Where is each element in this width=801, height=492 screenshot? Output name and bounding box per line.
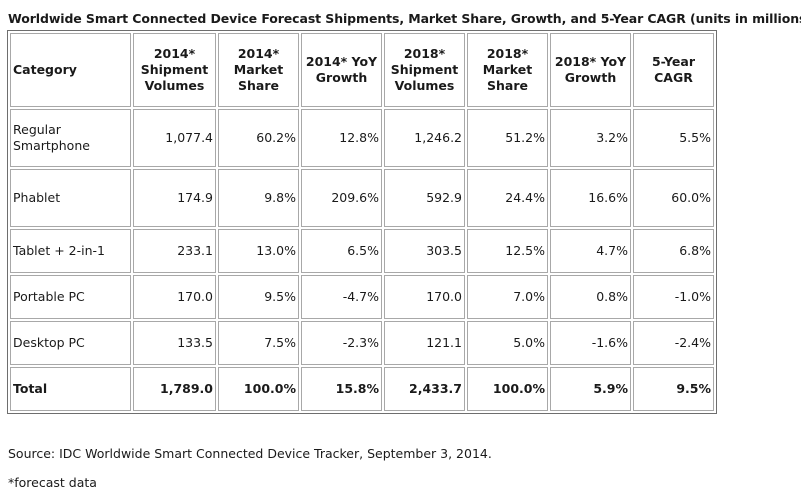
header-cell: 2018* YoY Growth: [550, 33, 631, 107]
value-cell: 170.0: [133, 275, 216, 319]
value-cell: 13.0%: [218, 229, 299, 273]
value-cell: 12.5%: [467, 229, 548, 273]
category-cell: Desktop PC: [10, 321, 131, 365]
header-cell: Category: [10, 33, 131, 107]
header-cell: 2014* Shipment Volumes: [133, 33, 216, 107]
value-cell: 209.6%: [301, 169, 382, 227]
value-cell: 15.8%: [301, 367, 382, 411]
value-cell: -1.6%: [550, 321, 631, 365]
value-cell: 174.9: [133, 169, 216, 227]
value-cell: 5.0%: [467, 321, 548, 365]
value-cell: -1.0%: [633, 275, 714, 319]
category-cell: Phablet: [10, 169, 131, 227]
value-cell: 133.5: [133, 321, 216, 365]
total-row: Total 1,789.0 100.0% 15.8% 2,433.7 100.0…: [10, 367, 714, 411]
value-cell: 1,789.0: [133, 367, 216, 411]
value-cell: 592.9: [384, 169, 465, 227]
table-title: Worldwide Smart Connected Device Forecas…: [8, 11, 801, 26]
table-row: Regular Smartphone 1,077.4 60.2% 12.8% 1…: [10, 109, 714, 167]
value-cell: 60.0%: [633, 169, 714, 227]
category-cell: Regular Smartphone: [10, 109, 131, 167]
header-cell: 5-Year CAGR: [633, 33, 714, 107]
value-cell: 233.1: [133, 229, 216, 273]
value-cell: 16.6%: [550, 169, 631, 227]
table-row: Portable PC 170.0 9.5% -4.7% 170.0 7.0% …: [10, 275, 714, 319]
header-cell: 2014* YoY Growth: [301, 33, 382, 107]
value-cell: 24.4%: [467, 169, 548, 227]
value-cell: 7.0%: [467, 275, 548, 319]
value-cell: 6.8%: [633, 229, 714, 273]
value-cell: 2,433.7: [384, 367, 465, 411]
value-cell: 9.5%: [218, 275, 299, 319]
value-cell: 1,077.4: [133, 109, 216, 167]
header-row: Category 2014* Shipment Volumes 2014* Ma…: [10, 33, 714, 107]
value-cell: 12.8%: [301, 109, 382, 167]
value-cell: 121.1: [384, 321, 465, 365]
value-cell: 100.0%: [467, 367, 548, 411]
value-cell: 6.5%: [301, 229, 382, 273]
category-cell: Tablet + 2-in-1: [10, 229, 131, 273]
value-cell: 3.2%: [550, 109, 631, 167]
value-cell: 1,246.2: [384, 109, 465, 167]
value-cell: -4.7%: [301, 275, 382, 319]
category-cell: Total: [10, 367, 131, 411]
value-cell: 100.0%: [218, 367, 299, 411]
value-cell: 170.0: [384, 275, 465, 319]
table-row: Phablet 174.9 9.8% 209.6% 592.9 24.4% 16…: [10, 169, 714, 227]
data-table: Category 2014* Shipment Volumes 2014* Ma…: [7, 30, 717, 414]
category-cell: Portable PC: [10, 275, 131, 319]
value-cell: 60.2%: [218, 109, 299, 167]
value-cell: 4.7%: [550, 229, 631, 273]
table-row: Desktop PC 133.5 7.5% -2.3% 121.1 5.0% -…: [10, 321, 714, 365]
header-cell: 2018* Shipment Volumes: [384, 33, 465, 107]
header-cell: 2014* Market Share: [218, 33, 299, 107]
value-cell: 7.5%: [218, 321, 299, 365]
value-cell: -2.3%: [301, 321, 382, 365]
table-container: Category 2014* Shipment Volumes 2014* Ma…: [7, 30, 717, 414]
value-cell: 51.2%: [467, 109, 548, 167]
value-cell: 9.8%: [218, 169, 299, 227]
value-cell: 5.9%: [550, 367, 631, 411]
source-note: Source: IDC Worldwide Smart Connected De…: [8, 446, 492, 461]
footnote: *forecast data: [8, 475, 97, 490]
value-cell: 9.5%: [633, 367, 714, 411]
value-cell: 5.5%: [633, 109, 714, 167]
value-cell: 303.5: [384, 229, 465, 273]
header-cell: 2018* Market Share: [467, 33, 548, 107]
value-cell: 0.8%: [550, 275, 631, 319]
table-row: Tablet + 2-in-1 233.1 13.0% 6.5% 303.5 1…: [10, 229, 714, 273]
value-cell: -2.4%: [633, 321, 714, 365]
